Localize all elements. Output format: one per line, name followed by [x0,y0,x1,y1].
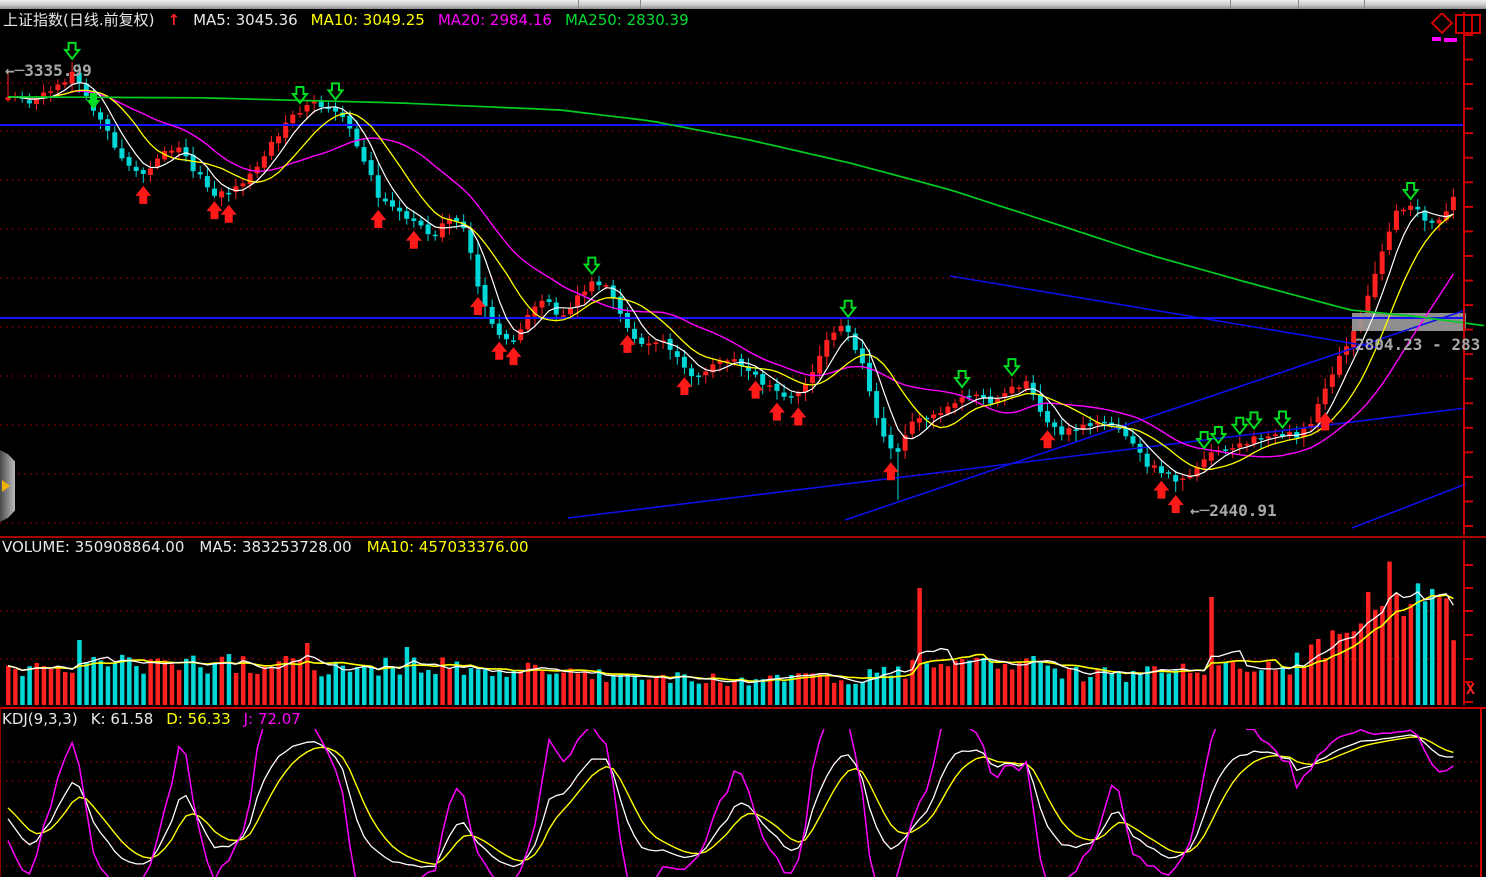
ma250-label: MA250: 2830.39 [564,11,689,29]
expand-right-icon [2,480,10,492]
window-panes-icon[interactable] [1455,14,1481,34]
range-box-annotation: 2804.23 - 283 [1355,335,1481,354]
volume-pane-header: VOLUME: 350908864.00 MA5: 383253728.00 M… [2,538,529,556]
window-edge-strip [0,0,1486,9]
ma20-label: MA20: 2984.16 [437,11,552,29]
symbol-title: 上证指数(日线.前复权) [3,11,155,29]
volume-ma10-label: MA10: 457033376.00 [366,538,529,556]
low-price-annotation: ←─2440.91 [1190,501,1277,520]
main-pane-header: 上证指数(日线.前复权) ↑ MA5: 3045.36 MA10: 3049.2… [3,9,689,30]
kdj-title: KDJ(9,3,3) [2,710,78,728]
kdj-j-label: J: 72.07 [243,710,301,728]
up-arrow-icon: ↑ [167,11,181,29]
strip-divider [1298,0,1299,9]
toolbar-icons-svg [1430,11,1481,42]
drawing-toolbar [1424,11,1482,49]
ma5-label: MA5: 3045.36 [193,11,298,29]
high-price-annotation: ←─3335.99 [5,61,92,80]
ma10-label: MA10: 3049.25 [310,11,425,29]
volume-ma5-label: MA5: 383253728.00 [199,538,352,556]
strip-divider [1230,0,1231,9]
kdj-k-label: K: 61.58 [90,710,154,728]
close-x-button[interactable]: X [1466,680,1476,698]
diamond-marker-icon[interactable] [1430,11,1454,35]
sidebar-expander-tab[interactable] [0,450,15,522]
volume-label: VOLUME: 350908864.00 [2,538,185,556]
strip-divider [578,0,579,9]
strip-divider [640,0,641,9]
strip-divider [1364,0,1365,9]
kdj-pane-header: KDJ(9,3,3) K: 61.58 D: 56.33 J: 72.07 [2,710,301,728]
kdj-d-label: D: 56.33 [166,710,231,728]
magenta-dashes-icon[interactable] [1432,37,1457,42]
